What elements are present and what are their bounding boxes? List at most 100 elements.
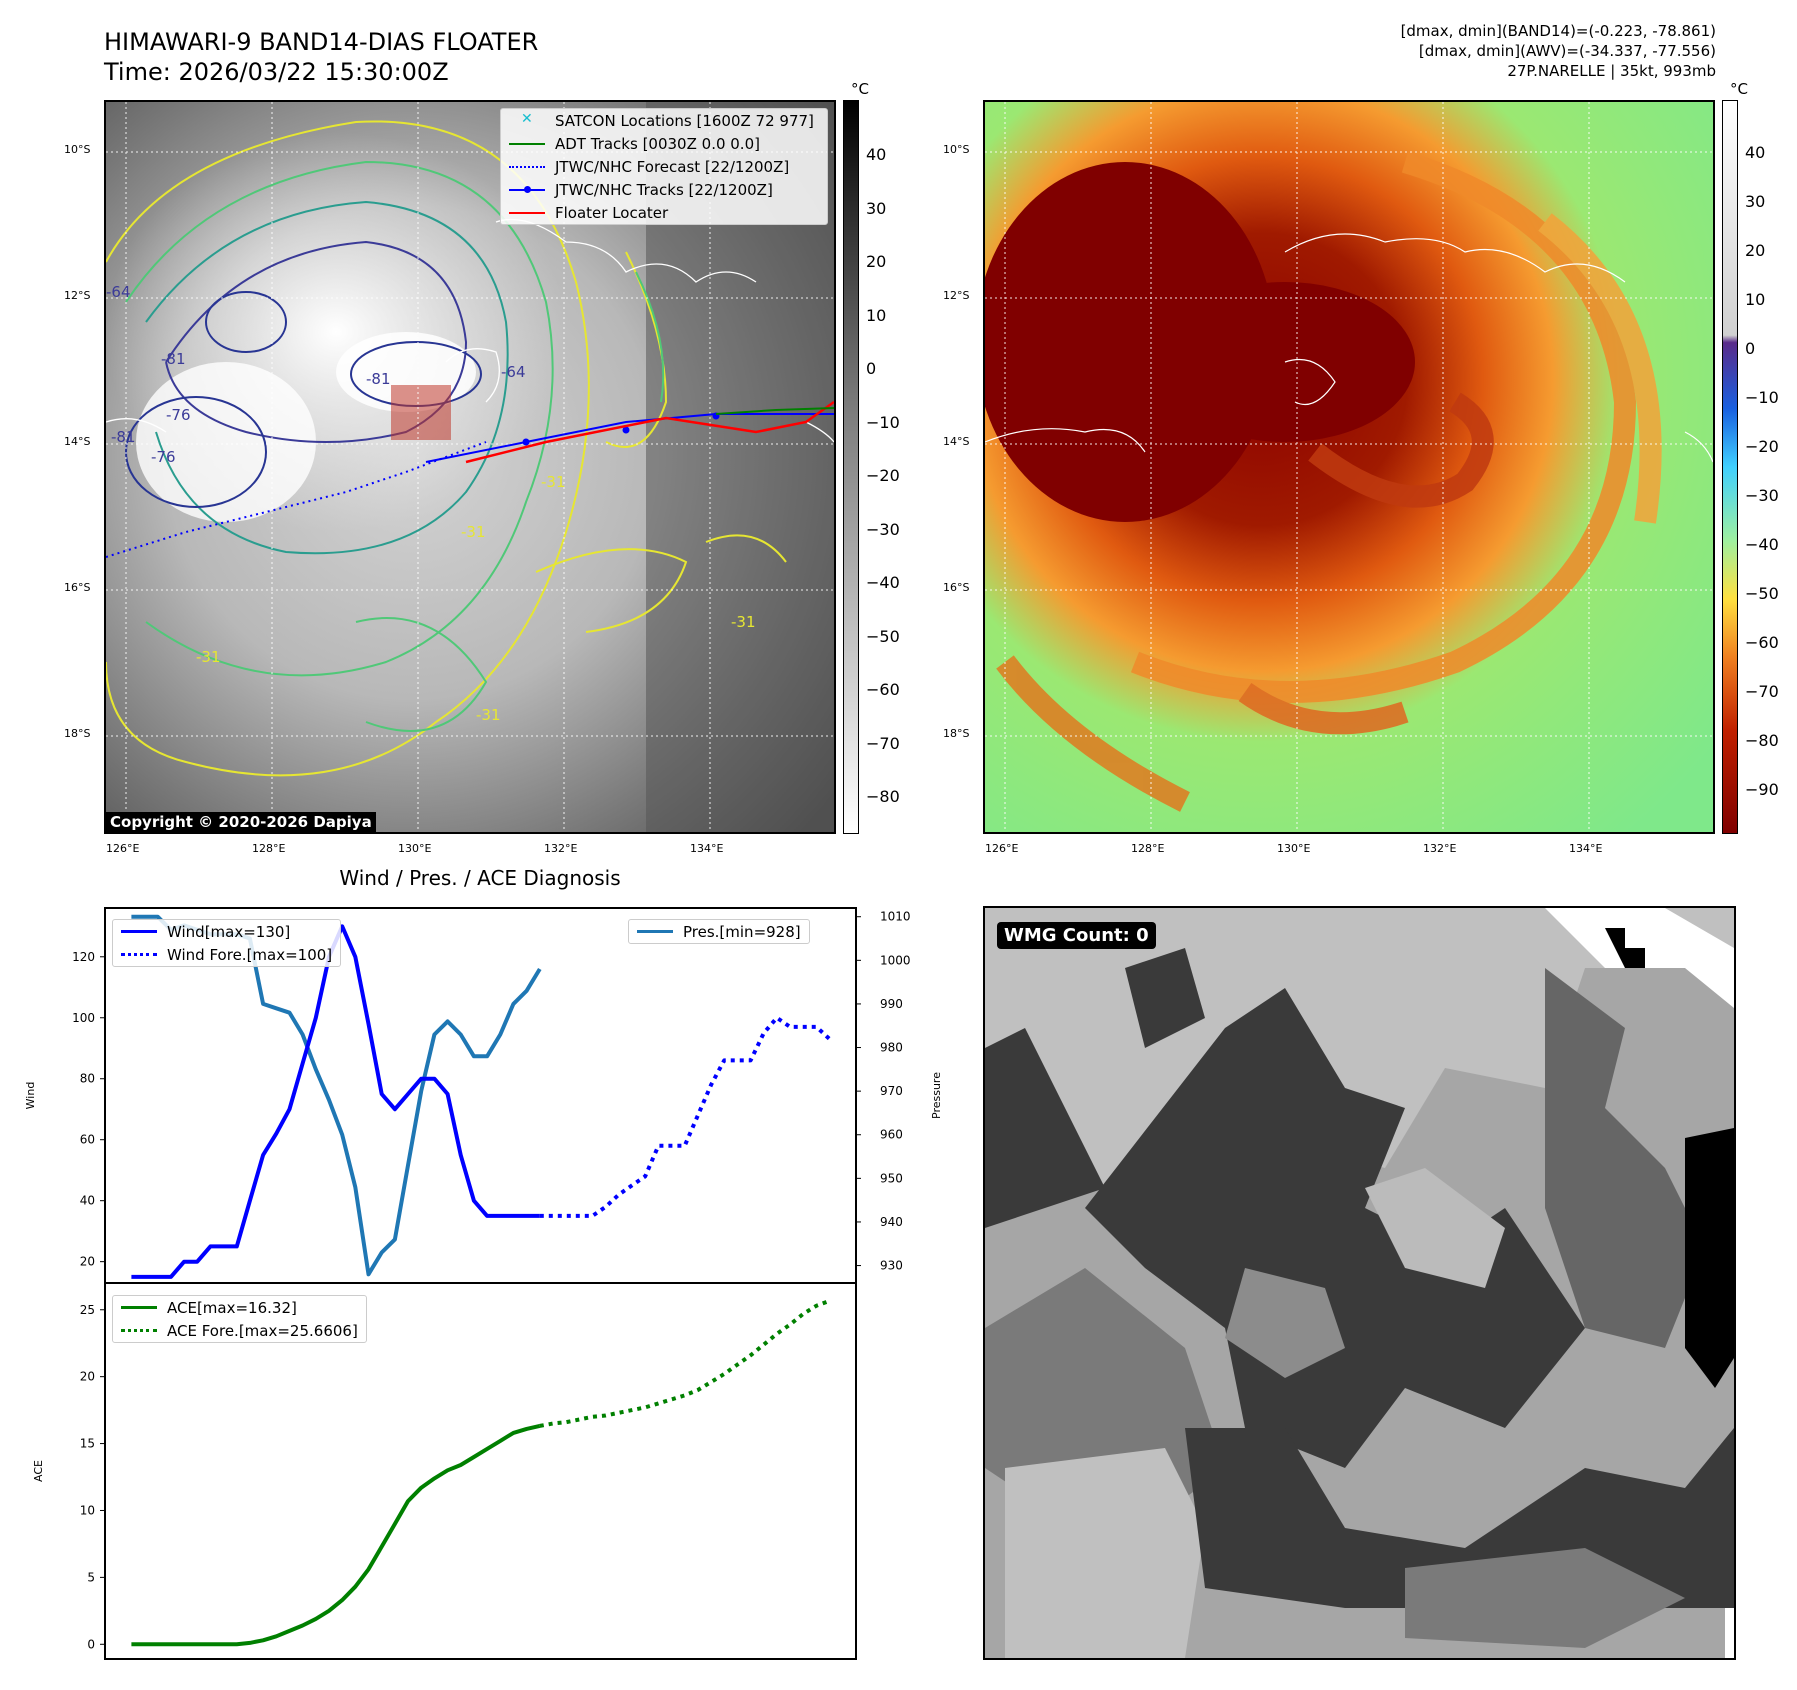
wind-fore-dotted-icon <box>121 949 157 961</box>
wind-ytick-label: 40 <box>80 1194 95 1208</box>
lon-label: 134°E <box>690 842 724 855</box>
ace-axis-label: ACE <box>32 1460 45 1482</box>
colorbar-tick-label: −70 <box>1745 682 1779 701</box>
lat-label: 12°S <box>943 289 970 302</box>
lat-label: 18°S <box>943 727 970 740</box>
track-line-dot-icon <box>509 184 545 196</box>
colorbar-tick-label: −60 <box>1745 633 1779 652</box>
lat-label: 14°S <box>64 435 91 448</box>
dmax-awv: [dmax, dmin](AWV)=(-34.337, -77.556) <box>1418 42 1716 60</box>
colorbar-tick-label: −10 <box>866 412 900 432</box>
colorbar-tick-label: 0 <box>866 359 877 378</box>
lon-label: 130°E <box>398 842 432 855</box>
legend-label: SATCON Locations [1600Z 72 977] <box>555 111 814 130</box>
contour-label: -76 <box>166 406 191 424</box>
pres-ytick-label: 940 <box>880 1215 903 1229</box>
legend-floater: Floater Locater <box>501 201 827 224</box>
lon-label: 126°E <box>106 842 140 855</box>
legend-jtwc-forecast: JTWC/NHC Forecast [22/1200Z] <box>501 155 827 178</box>
jtwc-track <box>425 413 834 463</box>
diagnosis-title: Wind / Pres. / ACE Diagnosis <box>339 866 621 890</box>
color-map-panel <box>983 100 1715 834</box>
legend-wind: Wind[max=130] <box>113 920 340 943</box>
legend-pres: Pres.[min=928] <box>629 920 809 943</box>
wind-line-icon <box>121 926 157 938</box>
wind-ytick-label: 100 <box>72 1011 95 1025</box>
lat-label: 18°S <box>64 727 91 740</box>
ace-forecast-line <box>539 1299 831 1428</box>
ace-axes-frame <box>104 1282 857 1660</box>
ace-legend: ACE[max=16.32] ACE Fore.[max=25.6606] <box>112 1295 367 1343</box>
lon-label: 130°E <box>1277 842 1311 855</box>
legend-label: Floater Locater <box>555 203 669 222</box>
colorbar-tick-label: −40 <box>1745 535 1779 554</box>
contour-label: -64 <box>501 363 526 381</box>
satcon-x-icon: ✕ <box>521 110 533 127</box>
legend-label: ACE[max=16.32] <box>167 1298 297 1317</box>
color-colorbar-unit: °C <box>1730 80 1748 98</box>
pres-line-icon <box>637 926 673 938</box>
legend-ace: ACE[max=16.32] <box>113 1296 366 1319</box>
wind-legend: Wind[max=130] Wind Fore.[max=100] <box>112 919 342 967</box>
ir-map-panel: -64 -81 -76 -81 -81 -76 -64 -31 -31 -31 … <box>104 100 836 834</box>
wind-ytick-label: 120 <box>72 950 95 964</box>
wind-ytick-label: 20 <box>80 1255 95 1269</box>
colorbar-tick-label: −50 <box>1745 584 1779 603</box>
colorbar-tick-label: 10 <box>1745 290 1766 309</box>
pres-ytick-label: 1000 <box>880 953 911 967</box>
wmg-image <box>985 908 1734 1658</box>
colorbar-tick-label: 30 <box>1745 192 1766 211</box>
legend-wind-forecast: Wind Fore.[max=100] <box>113 943 340 966</box>
ace-ytick-label: 15 <box>80 1437 95 1451</box>
pres-ytick-label: 980 <box>880 1041 903 1055</box>
pres-ytick-label: 950 <box>880 1171 903 1185</box>
legend-ace-forecast: ACE Fore.[max=25.6606] <box>113 1319 366 1342</box>
contour-label: -81 <box>366 370 391 388</box>
lon-label: 132°E <box>544 842 578 855</box>
ace-ytick-label: 0 <box>87 1637 95 1651</box>
legend-label: Wind[max=130] <box>167 922 291 941</box>
colorbar-tick-label: −10 <box>1745 388 1779 407</box>
lat-label: 16°S <box>943 581 970 594</box>
colorbar-tick-label: −20 <box>1745 437 1779 456</box>
colorbar-tick-label: 40 <box>1745 143 1766 162</box>
colorbar-tick-label: −20 <box>866 466 900 485</box>
contour-label: -31 <box>461 523 486 541</box>
legend-label: JTWC/NHC Forecast [22/1200Z] <box>555 157 790 176</box>
colorbar-tick-label: 20 <box>1745 241 1766 260</box>
ir-colorbar-unit: °C <box>851 80 869 98</box>
figure-time: Time: 2026/03/22 15:30:00Z <box>104 58 449 86</box>
storm-info: 27P.NARELLE | 35kt, 993mb <box>1507 62 1716 80</box>
lon-label: 134°E <box>1569 842 1603 855</box>
contour-label: -31 <box>541 473 566 491</box>
wmg-panel: WMG Count: 0 <box>983 906 1736 1660</box>
pres-legend: Pres.[min=928] <box>628 919 810 944</box>
legend-satcon: ✕ SATCON Locations [1600Z 72 977] <box>501 109 827 132</box>
colorbar-tick-label: 0 <box>1745 339 1756 358</box>
colorbar-tick-label: −50 <box>866 626 900 646</box>
colorbar-tick-label: −80 <box>866 787 900 806</box>
diagnosis-chart: 2040608010012093094095096097098099010001… <box>24 907 943 1660</box>
legend-label: ACE Fore.[max=25.6606] <box>167 1321 358 1340</box>
color-colorbar <box>1722 100 1738 834</box>
pres-ytick-label: 990 <box>880 997 903 1011</box>
adt-line-icon <box>509 138 545 150</box>
lon-label: 128°E <box>252 842 286 855</box>
colorbar-tick-label: 10 <box>866 305 887 325</box>
colorbar-tick-label: −90 <box>1745 780 1779 799</box>
adt-track <box>715 407 834 415</box>
colorbar-tick-label: −30 <box>866 519 900 539</box>
legend-label: Wind Fore.[max=100] <box>167 945 333 964</box>
lon-label: 132°E <box>1423 842 1457 855</box>
colorbar-tick-label: 40 <box>866 145 887 164</box>
contour-label: -31 <box>476 706 501 724</box>
colorbar-tick-label: −60 <box>866 680 900 699</box>
wmg-count-label: WMG Count: 0 <box>997 922 1156 949</box>
wind-ytick-label: 80 <box>80 1072 95 1086</box>
ace-fore-dotted-icon <box>121 1325 157 1337</box>
legend-label: JTWC/NHC Tracks [22/1200Z] <box>555 180 773 199</box>
figure-title: HIMAWARI-9 BAND14-DIAS FLOATER <box>104 28 539 56</box>
ir-legend: ✕ SATCON Locations [1600Z 72 977] ADT Tr… <box>500 108 828 225</box>
lat-label: 10°S <box>64 143 91 156</box>
ace-ytick-label: 20 <box>80 1370 95 1384</box>
